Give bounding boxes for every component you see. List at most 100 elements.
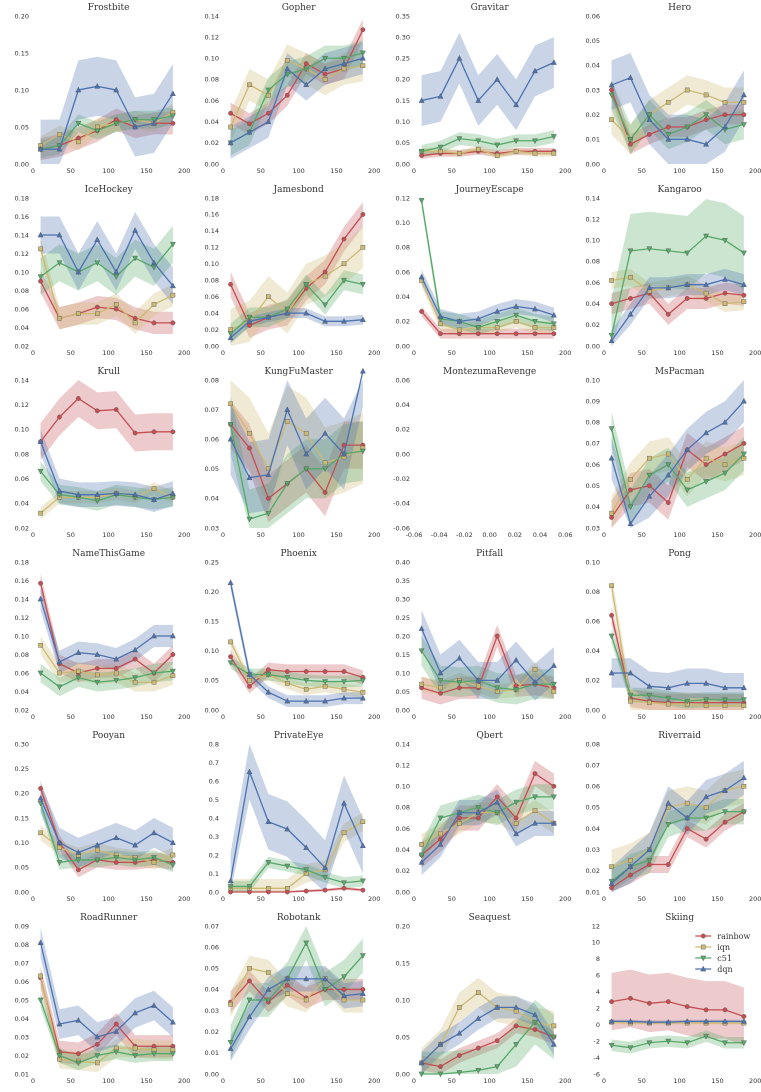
y-tick-label: 0.05 [395,139,409,147]
legend-marker-iqn [700,944,706,950]
y-tick-label: 0.04 [15,324,29,332]
y-tick-label: 0.07 [205,922,219,930]
point-dqn [360,54,367,61]
point-dqn [418,1059,424,1066]
band-iqn [230,380,364,505]
line-c51 [230,52,364,144]
point-iqn [247,82,253,88]
point-c51 [721,697,728,703]
x-tick-label: 200 [178,713,190,721]
plot-area [37,211,176,334]
point-c51 [646,472,653,479]
point-iqn [38,510,43,516]
line-iqn [420,280,554,331]
y-tick-label: 6 [596,972,600,980]
point-rainbow [247,978,253,984]
point-iqn [722,301,728,307]
band-dqn [230,744,364,892]
point-c51 [418,149,424,155]
x-tick-label: 150 [140,1077,152,1085]
band-dqn [230,42,364,159]
line-rainbow [230,29,364,125]
point-dqn [151,120,157,126]
point-c51 [341,679,348,685]
point-c51 [341,880,348,887]
point-dqn [512,656,519,663]
point-c51 [474,325,481,331]
point-c51 [627,248,634,255]
line-iqn [39,975,173,1064]
x-tick-label: 100 [673,895,685,903]
y-tick-label: 2 [596,1005,600,1013]
y-tick-label: 0.00 [15,888,29,896]
point-dqn [37,438,44,444]
point-iqn [418,681,424,687]
line-dqn [39,441,174,501]
y-tick-label: 0.04 [585,825,599,833]
x-tick-label: 150 [140,713,152,721]
point-c51 [322,56,329,62]
point-c51 [665,695,671,702]
point-c51 [721,238,728,244]
point-dqn [113,655,120,662]
point-dqn [75,86,82,93]
y-tick-label: 0.14 [15,376,29,384]
point-rainbow [608,515,614,520]
y-tick-label: 0.14 [585,194,599,202]
chart-title: Skiing [665,913,694,923]
x-tick-label: 150 [711,167,723,175]
point-iqn [285,419,290,424]
point-rainbow [228,654,234,660]
point-c51 [646,112,653,118]
y-tick-label: 0.04 [205,986,219,994]
point-rainbow [322,269,328,275]
y-tick-label: 0.20 [395,76,409,84]
point-dqn [627,1018,634,1024]
point-rainbow [703,462,709,467]
y-tick-label: 0.12 [395,194,409,202]
y-tick-label: 0.06 [15,475,29,483]
y-tick-label: 0.14 [15,595,29,603]
point-c51 [418,648,424,655]
point-c51 [246,884,253,890]
point-c51 [608,633,615,640]
x-tick-label: 150 [140,531,152,539]
line-dqn [420,628,554,684]
x-tick-label: 0 [411,349,415,357]
line-dqn [420,801,554,863]
chart-title: Pong [668,549,691,559]
point-c51 [151,1051,157,1057]
band-iqn [40,636,173,692]
point-iqn [38,830,43,836]
x-tick-label: 50 [447,349,455,357]
y-tick-label: 0.03 [585,524,599,532]
point-iqn [513,149,518,154]
point-iqn [494,325,499,330]
point-iqn [228,327,234,332]
y-tick-label: 0.02 [15,524,29,532]
plot-area [37,781,176,878]
point-iqn [741,100,746,105]
point-c51 [360,953,367,959]
band-c51 [230,656,364,688]
y-tick-label: 0.08 [395,804,409,812]
y-tick-label: 0.00 [395,888,409,896]
x-tick-label: 0 [221,1077,225,1085]
point-dqn [303,309,310,316]
point-dqn [684,136,690,142]
y-tick-label: 0.05 [585,804,599,812]
point-rainbow [494,633,500,639]
x-tick-label: 150 [711,349,723,357]
point-dqn [740,774,747,781]
point-dqn [474,809,481,815]
band-rainbow [611,80,744,155]
x-tick-label: 0 [221,713,225,721]
point-dqn [246,671,253,677]
point-c51 [265,860,272,866]
point-rainbow [475,331,481,337]
point-dqn [227,877,234,884]
line-dqn [611,76,745,145]
point-rainbow [247,323,253,328]
x-tick-label: 200 [749,167,761,175]
point-c51 [550,134,557,140]
